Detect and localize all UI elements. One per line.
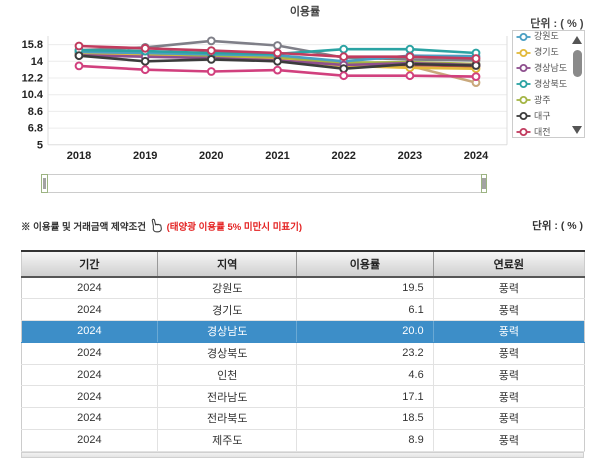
- svg-text:15.8: 15.8: [22, 39, 43, 51]
- svg-text:12.2: 12.2: [22, 73, 43, 85]
- svg-text:2021: 2021: [265, 150, 289, 162]
- svg-text:6.8: 6.8: [28, 123, 43, 135]
- svg-text:14: 14: [31, 56, 44, 68]
- svg-text:10.4: 10.4: [22, 89, 44, 101]
- svg-text:8.6: 8.6: [28, 106, 43, 118]
- svg-text:2020: 2020: [199, 150, 223, 162]
- svg-text:2019: 2019: [133, 150, 157, 162]
- svg-text:5: 5: [37, 139, 43, 151]
- svg-text:2022: 2022: [331, 150, 355, 162]
- svg-text:2024: 2024: [464, 150, 489, 162]
- svg-text:2023: 2023: [398, 150, 422, 162]
- svg-text:2018: 2018: [67, 150, 91, 162]
